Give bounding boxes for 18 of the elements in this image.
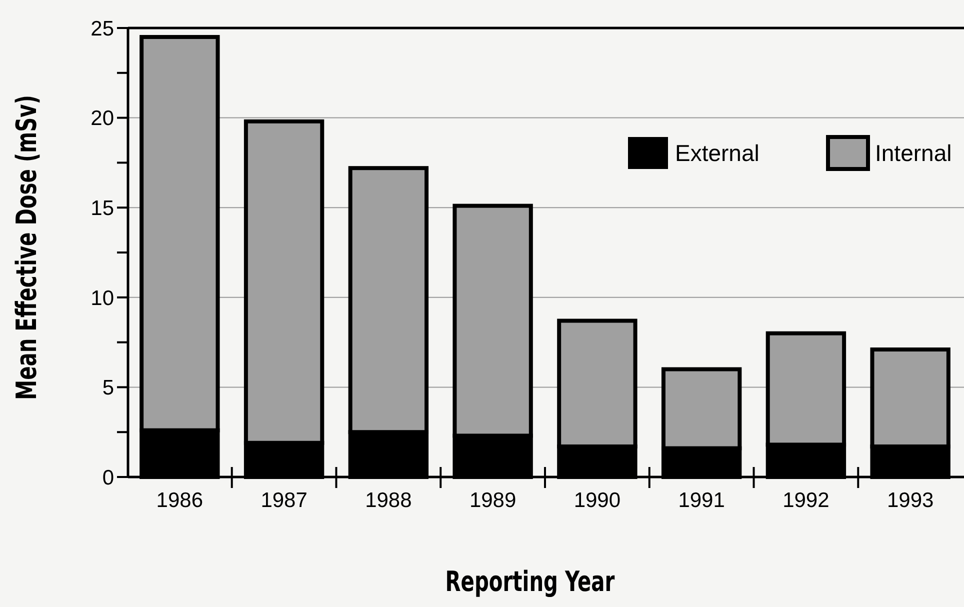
legend-label: Internal xyxy=(875,140,952,166)
x-tick-label: 1992 xyxy=(782,489,830,512)
x-tick-label: 1993 xyxy=(886,489,934,512)
x-tick-label: 1991 xyxy=(678,489,725,512)
y-tick-label: 5 xyxy=(102,376,114,400)
y-axis-title: Mean Effective Dose (mSv) xyxy=(9,95,43,400)
x-tick-label: 1990 xyxy=(574,489,621,512)
x-tick-label: 1986 xyxy=(156,489,204,512)
y-tick-label: 15 xyxy=(90,196,114,220)
x-tick-label: 1988 xyxy=(365,489,412,512)
y-tick-label: 10 xyxy=(90,286,114,310)
x-axis-title: Reporting Year xyxy=(445,564,616,598)
x-tick-label: 1989 xyxy=(469,489,516,512)
x-tick-label: 1987 xyxy=(260,489,308,512)
legend-label: External xyxy=(675,140,760,166)
y-tick-label: 20 xyxy=(90,107,114,130)
y-tick-label: 0 xyxy=(102,466,114,490)
y-tick-label: 25 xyxy=(90,17,114,40)
